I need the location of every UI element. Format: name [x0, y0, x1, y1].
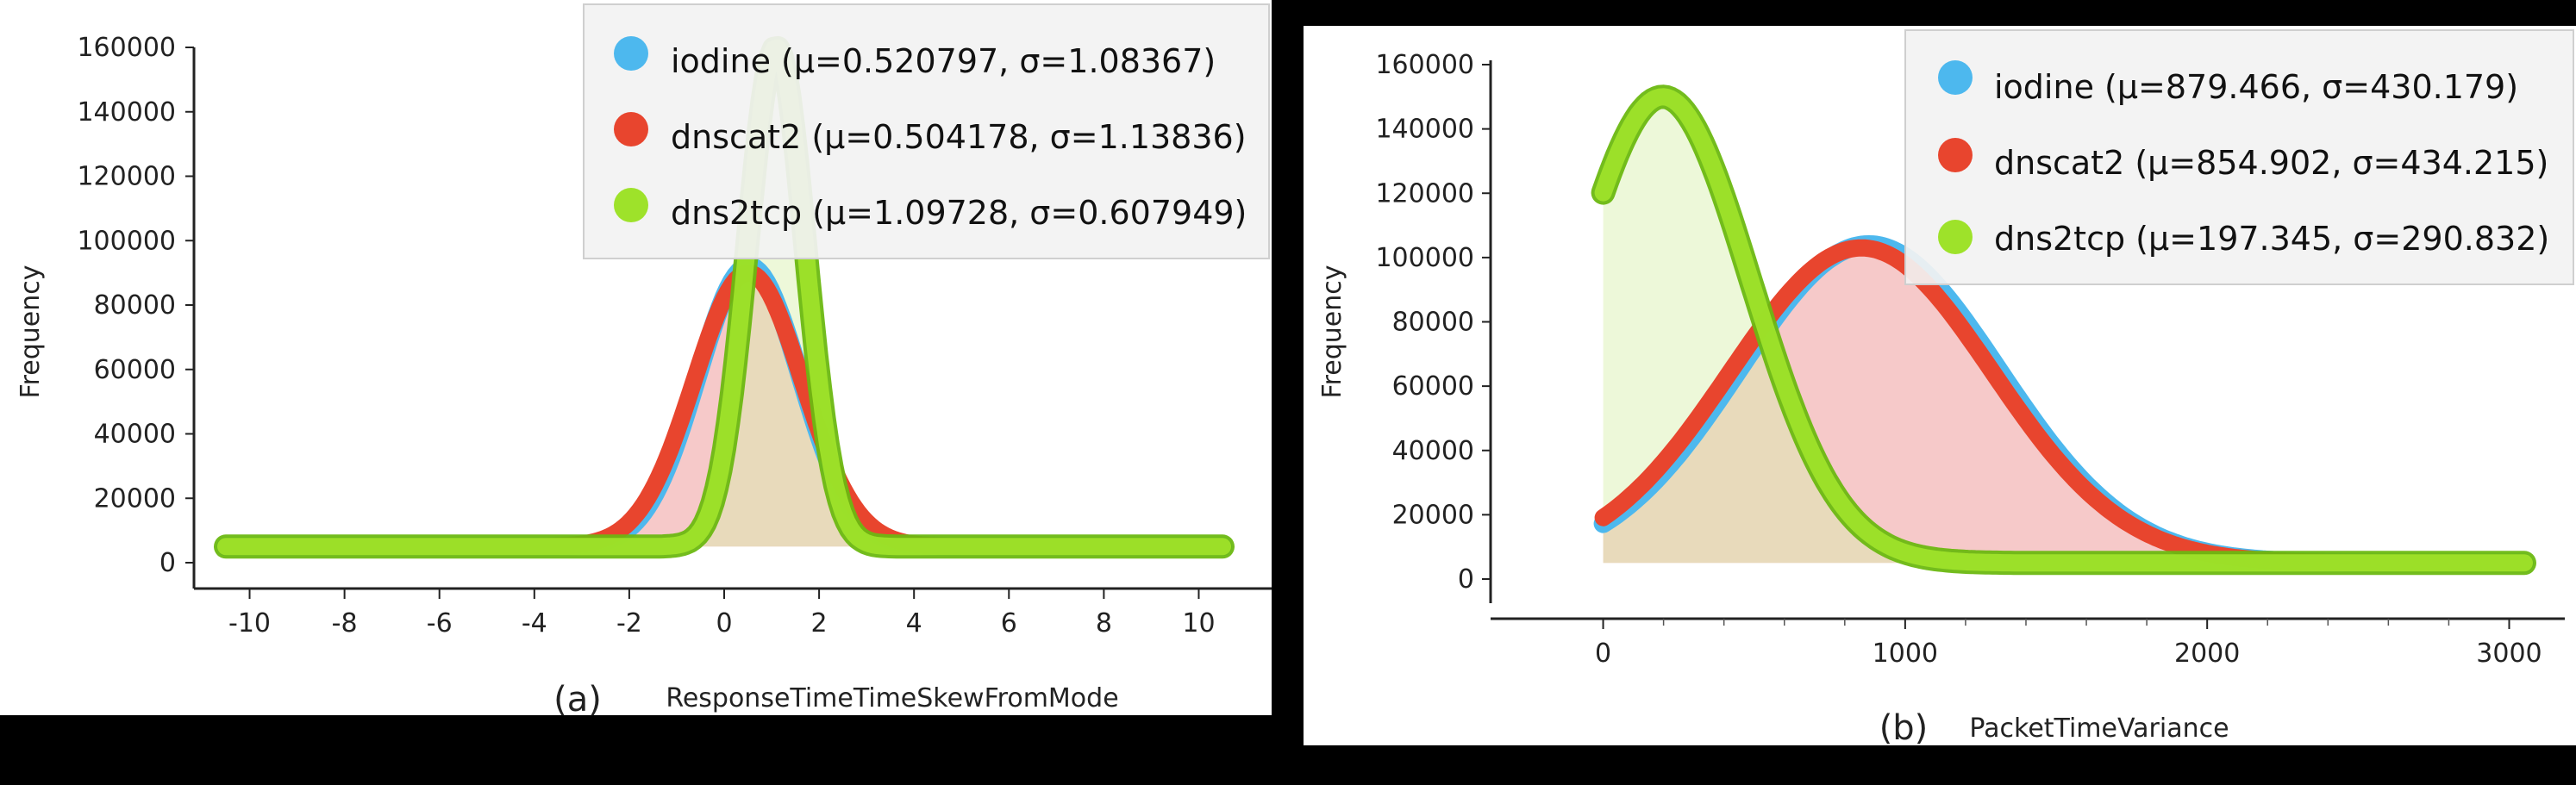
legend-b-label-dnscat2: dnscat2 (μ=854.902, σ=434.215) — [1994, 144, 2548, 182]
legend-b-swatch-dnscat2 — [1938, 138, 1973, 172]
y-tick-label: 160000 — [77, 33, 176, 63]
legend-b-swatch-dns2tcp — [1938, 220, 1973, 254]
panel-a-curves — [214, 35, 1235, 559]
panel-a-y-label: Frequency — [16, 265, 46, 399]
panel-b-caption: (b) — [1879, 708, 1929, 748]
x-tick-label: 2000 — [2174, 639, 2240, 669]
y-tick-label: 160000 — [1375, 50, 1474, 80]
panel-a: 0 20000 40000 60000 80000 100000 120000 140000 1… — [0, 0, 1272, 720]
x-tick-label: 6 — [1001, 608, 1017, 639]
panel-b-y-label: Frequency — [1317, 265, 1347, 399]
panel-b-y-ticks: 0 20000 40000 60000 80000 100000 120000 140000 1… — [1375, 50, 1491, 595]
x-tick-label: -10 — [228, 608, 271, 639]
panel-a-caption: (a) — [553, 680, 602, 720]
x-tick-label: -8 — [332, 608, 358, 639]
y-tick-label: 140000 — [1375, 115, 1474, 145]
panel-b-curves — [1591, 84, 2536, 576]
panel-b-legend-box — [1904, 29, 2574, 285]
legend-a-label-iodine: iodine (μ=0.520797, σ=1.08367) — [671, 42, 1216, 80]
x-tick-label: 0 — [1595, 639, 1611, 669]
legend-b-label-iodine: iodine (μ=879.466, σ=430.179) — [1994, 68, 2518, 106]
panel-b-x-ticks: 0 1000 2000 3000 — [1595, 619, 2542, 669]
legend-a-swatch-dnscat2 — [614, 112, 648, 146]
series-line-dns2tcp-inner — [217, 39, 1231, 556]
x-tick-label: -2 — [616, 608, 642, 639]
y-tick-label: 120000 — [77, 162, 176, 192]
legend-a-label-dnscat2: dnscat2 (μ=0.504178, σ=1.13836) — [671, 118, 1247, 156]
x-tick-label: 2 — [811, 608, 828, 639]
x-tick-label: 10 — [1182, 608, 1215, 639]
y-tick-label: 0 — [1458, 564, 1474, 595]
y-tick-label: 40000 — [1392, 436, 1474, 466]
panel-a-y-ticks: 0 20000 40000 60000 80000 100000 120000 140000 1… — [77, 33, 194, 578]
x-tick-label: 4 — [906, 608, 922, 639]
y-tick-label: 20000 — [94, 483, 176, 514]
panel-a-x-ticks: -10 -8 -6 -4 -2 0 2 4 6 8 10 — [228, 589, 1216, 639]
legend-a-label-dns2tcp: dns2tcp (μ=1.09728, σ=0.607949) — [671, 194, 1247, 232]
y-tick-label: 80000 — [94, 290, 176, 321]
y-tick-label: 40000 — [94, 420, 176, 450]
y-tick-label: 140000 — [77, 97, 176, 128]
x-tick-label: 1000 — [1873, 639, 1938, 669]
x-tick-label: -4 — [522, 608, 547, 639]
y-tick-label: 0 — [159, 548, 176, 578]
legend-a-swatch-dns2tcp — [614, 188, 648, 222]
x-tick-label: -6 — [427, 608, 453, 639]
legend-a-swatch-iodine — [614, 36, 648, 71]
panel-b-x-label: PacketTimeVariance — [1969, 713, 2229, 744]
y-tick-label: 60000 — [94, 355, 176, 385]
x-tick-label: 8 — [1096, 608, 1112, 639]
series-line-dns2tcp-inner — [1594, 88, 2533, 572]
panel-a-legend: iodine (μ=0.520797, σ=1.08367) dnscat2 (… — [583, 3, 1270, 259]
panel-a-x-label: ResponseTimeTimeSkewFromMode — [666, 683, 1118, 713]
y-tick-label: 100000 — [77, 226, 176, 256]
x-tick-label: 3000 — [2476, 639, 2542, 669]
x-tick-label: 0 — [716, 608, 732, 639]
legend-b-label-dns2tcp: dns2tcp (μ=197.345, σ=290.832) — [1994, 220, 2549, 258]
y-tick-label: 120000 — [1375, 178, 1474, 209]
y-tick-label: 100000 — [1375, 243, 1474, 273]
panel-b-legend: iodine (μ=879.466, σ=430.179) dnscat2 (μ… — [1904, 29, 2574, 285]
panel-a-legend-box — [583, 3, 1270, 259]
y-tick-label: 20000 — [1392, 500, 1474, 530]
panel-b: 0200004000060000800001000001200001400001… — [1304, 26, 2576, 748]
y-tick-label: 80000 — [1392, 308, 1474, 338]
y-tick-label: 60000 — [1392, 371, 1474, 402]
legend-b-swatch-iodine — [1938, 60, 1973, 95]
